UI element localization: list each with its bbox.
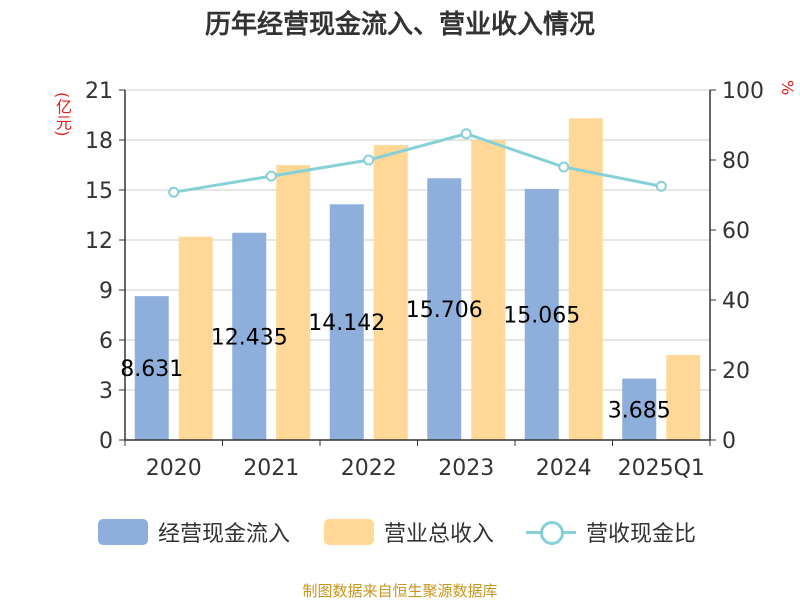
point-ratio [558,161,570,173]
data-label-cash-inflow: 12.435 [211,325,288,350]
legend-label-revenue: 营业总收入 [384,522,495,547]
line-ratio [173,132,662,194]
data-label-cash-inflow: 14.142 [308,311,385,336]
x-tick-label: 2021 [243,456,299,481]
legend: 经营现金流入 营业总收入 营收现金比 [0,516,800,556]
grid-lines [125,89,710,391]
bar-revenue [178,236,213,440]
data-label-cash-inflow: 3.685 [608,398,671,423]
bar-cash-inflow [134,296,169,440]
data-label-cash-inflow: 8.631 [120,357,183,382]
bar-revenue [471,140,506,440]
y-left-tick-label: 18 [85,129,113,154]
x-tick-label: 2022 [341,456,397,481]
legend-label-cash-inflow: 经营现金流入 [158,522,291,547]
bar-revenue [373,145,408,440]
point-ratio [655,180,667,192]
x-tick-label: 2024 [536,456,592,481]
y-left-tick-label: 6 [99,329,113,354]
x-tick-label: 2020 [146,456,202,481]
bar-cash-inflow [427,178,462,440]
y-right-tick-label: 40 [722,289,750,314]
line-series [168,128,667,198]
point-ratio [265,170,277,182]
point-ratio [363,154,375,166]
bar-series [134,118,701,440]
bar-revenue [568,118,603,440]
x-tick-label: 2023 [438,456,494,481]
bar-revenue [276,165,311,440]
legend-swatch-revenue [324,519,374,545]
y-left-tick-label: 0 [99,429,113,454]
y-right-tick-label: 20 [722,359,750,384]
axes: 0 3 6 9 12 15 18 21 0 20 40 60 80 100 2020 2021 2022 2023… [85,79,764,481]
bar-cash-inflow [524,188,559,440]
legend-label-ratio: 营收现金比 [586,522,697,547]
y-left-tick-label: 15 [85,179,113,204]
data-labels: 8.631 12.435 14.142 15.706 15.065 3.685 [120,298,670,423]
bar-revenue [666,355,701,440]
y-left-tick-label: 3 [99,379,113,404]
point-ratio [168,186,180,198]
y-left-tick-label: 9 [99,279,113,304]
y-left-tick-label: 12 [85,229,113,254]
point-ratio [460,128,472,140]
y-left-tick-label: 21 [85,79,113,104]
legend-item-cash-inflow[interactable]: 经营现金流入 [98,516,290,548]
y-right-tick-label: 80 [722,149,750,174]
bar-cash-inflow [622,378,657,440]
data-label-cash-inflow: 15.065 [503,303,580,328]
y-right-tick-label: 0 [722,429,736,454]
y-right-tick-label: 60 [722,219,750,244]
bar-cash-inflow [232,232,267,440]
source-note: 制图数据来自恒生聚源数据库 [302,582,498,600]
y-right-tick-label: 100 [722,79,764,104]
y-axis-right-label: % [778,80,797,96]
x-tick-label: 2025Q1 [618,456,705,481]
bar-cash-inflow [329,204,364,440]
y-axis-left-label: (亿元) [53,92,72,137]
chart-title: 历年经营现金流入、营业收入情况 [204,10,595,40]
data-label-cash-inflow: 15.706 [406,298,483,323]
legend-item-ratio[interactable]: 营收现金比 [526,516,696,548]
legend-item-revenue[interactable]: 营业总收入 [324,516,494,548]
legend-swatch-cash-inflow [98,519,148,545]
legend-line-marker-icon [526,519,576,545]
